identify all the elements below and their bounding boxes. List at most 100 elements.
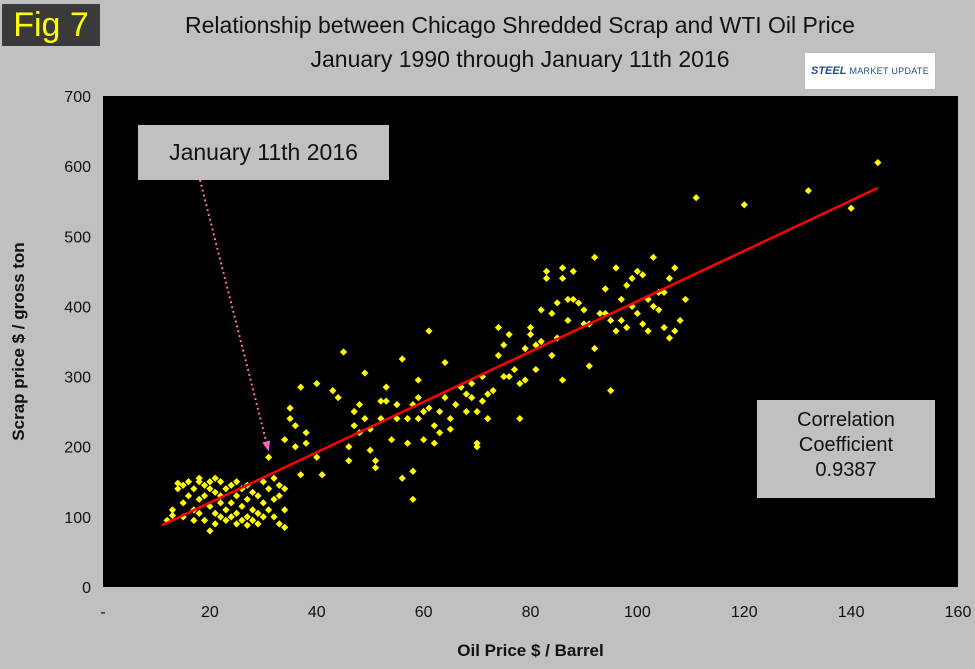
- data-point: [414, 415, 422, 423]
- data-point: [558, 264, 567, 272]
- x-axis-ticks: - 20 40 60 80 100 120 140 160: [100, 604, 971, 621]
- data-point: [500, 341, 508, 349]
- data-point: [489, 387, 497, 395]
- data-point: [473, 439, 481, 447]
- data-point: [350, 408, 358, 416]
- data-point: [238, 502, 246, 510]
- logo-word-steel: STEEL: [810, 65, 847, 77]
- data-point: [436, 429, 444, 437]
- x-tick-label: 20: [201, 604, 219, 621]
- data-point: [355, 401, 364, 409]
- data-point: [227, 481, 235, 489]
- data-point: [345, 443, 353, 451]
- data-point: [249, 516, 257, 524]
- data-point: [665, 334, 674, 342]
- data-point: [195, 509, 203, 517]
- data-point: [249, 506, 257, 514]
- data-point: [462, 408, 470, 416]
- data-point: [313, 453, 321, 461]
- data-point: [553, 299, 561, 307]
- data-point: [484, 415, 492, 423]
- data-point: [569, 267, 577, 275]
- y-tick-label: 0: [82, 580, 91, 597]
- data-point: [521, 376, 529, 384]
- data-point: [382, 383, 390, 391]
- data-point: [259, 478, 267, 486]
- data-point: [403, 439, 412, 447]
- data-point: [297, 383, 305, 391]
- data-point: [548, 351, 556, 360]
- x-tick-label: 160: [945, 604, 972, 621]
- data-point: [430, 422, 438, 430]
- data-point: [270, 513, 278, 521]
- data-point: [649, 302, 658, 311]
- data-point: [500, 372, 508, 381]
- x-tick-label: 140: [838, 604, 865, 621]
- data-point: [655, 306, 663, 314]
- data-point: [660, 323, 668, 332]
- data-point: [574, 299, 583, 307]
- data-point: [526, 323, 535, 332]
- data-point: [414, 394, 422, 402]
- y-tick-label: 100: [64, 510, 91, 527]
- y-axis-ticks: 0 100 200 300 400 500 600 700: [64, 89, 91, 597]
- data-point: [179, 481, 187, 489]
- data-point: [232, 509, 241, 517]
- correlation-callout: Correlation Coefficient 0.9387: [757, 400, 935, 498]
- chart-subtitle: January 1990 through January 11th 2016: [310, 46, 730, 72]
- trendline: [161, 186, 879, 527]
- data-point: [281, 485, 289, 493]
- y-tick-label: 700: [64, 89, 91, 106]
- data-point: [612, 264, 620, 272]
- data-point: [591, 253, 599, 261]
- data-point: [804, 187, 812, 195]
- data-point: [190, 485, 198, 493]
- data-point: [382, 397, 390, 405]
- data-point: [302, 439, 310, 447]
- data-point: [681, 295, 690, 304]
- data-point: [436, 408, 444, 416]
- data-point: [671, 264, 679, 272]
- chart-title: Relationship between Chicago Shredded Sc…: [185, 12, 855, 38]
- data-point: [740, 201, 748, 209]
- data-point: [532, 365, 540, 374]
- data-point: [569, 295, 577, 304]
- data-point: [281, 436, 289, 444]
- data-point: [200, 516, 209, 524]
- data-point: [398, 355, 406, 363]
- data-point: [339, 348, 348, 356]
- data-point: [623, 281, 631, 289]
- data-point: [558, 274, 567, 282]
- data-point: [265, 453, 273, 461]
- correlation-value: 0.9387: [815, 459, 877, 481]
- data-point: [585, 362, 593, 370]
- data-point: [468, 379, 476, 388]
- data-point: [190, 516, 198, 524]
- data-points: [163, 159, 882, 535]
- data-point: [334, 394, 342, 402]
- data-point: [660, 288, 668, 296]
- data-point: [612, 327, 620, 335]
- data-point: [649, 253, 658, 261]
- data-point: [206, 485, 214, 493]
- correlation-line2: Coefficient: [798, 434, 894, 456]
- data-point: [179, 499, 187, 507]
- x-tick-label: 100: [624, 604, 651, 621]
- data-point: [414, 376, 422, 384]
- data-point: [596, 309, 604, 318]
- data-point: [446, 425, 454, 433]
- data-point: [227, 513, 235, 521]
- data-point: [409, 495, 417, 503]
- data-point: [270, 495, 278, 503]
- data-point: [222, 516, 230, 524]
- data-point: [542, 274, 551, 282]
- data-point: [462, 390, 470, 398]
- data-point: [275, 520, 283, 528]
- data-point: [291, 422, 299, 430]
- data-point: [516, 415, 524, 423]
- figure-tag: Fig 7: [2, 4, 100, 46]
- data-point: [366, 446, 374, 454]
- data-point: [211, 509, 219, 517]
- logo-word-market-update: MARKET UPDATE: [849, 66, 930, 76]
- data-point: [345, 457, 353, 465]
